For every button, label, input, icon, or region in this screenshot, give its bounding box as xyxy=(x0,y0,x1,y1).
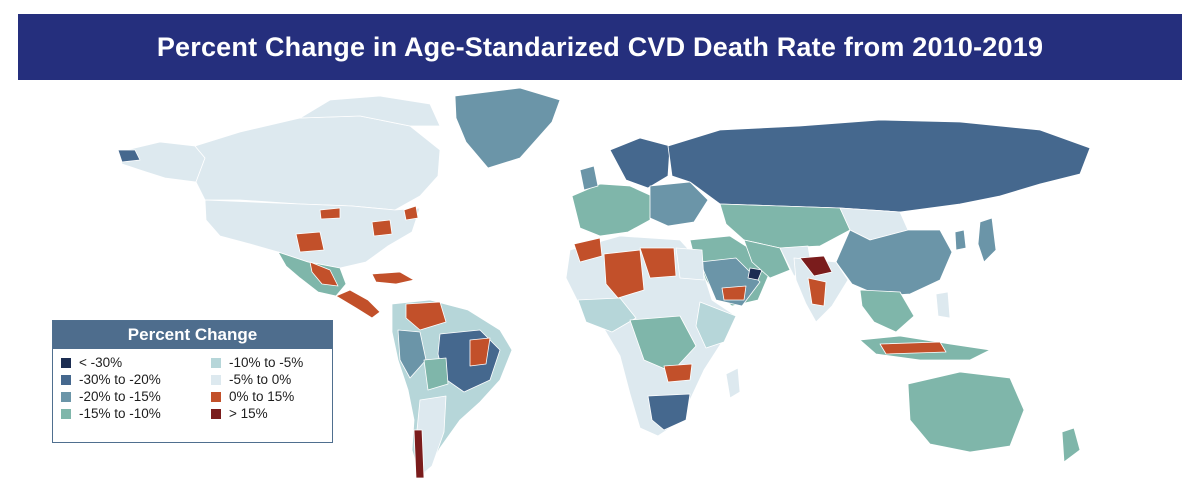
legend-item: -5% to 0% xyxy=(211,372,331,387)
legend-items: < -30% -10% to -5% -30% to -20% -5% to 0% -2… xyxy=(53,349,332,421)
region-iran xyxy=(743,239,791,279)
region-new-zealand xyxy=(1061,427,1081,463)
title-bar: Percent Change in Age-Standarized CVD De… xyxy=(18,14,1182,80)
region-us-east-red xyxy=(371,219,393,237)
legend-swatch xyxy=(211,374,221,385)
world-map xyxy=(117,87,1091,479)
region-india-north-dark xyxy=(799,255,833,277)
region-europe-west xyxy=(571,183,653,237)
region-brazil-ne xyxy=(469,337,491,367)
region-central-asia xyxy=(719,203,851,249)
region-east-africa xyxy=(695,301,737,349)
legend-item: < -30% xyxy=(61,355,211,370)
region-korea xyxy=(954,229,967,251)
region-scandinavia xyxy=(609,137,671,189)
legend-label: -15% to -10% xyxy=(79,406,161,421)
region-us-west-red xyxy=(295,231,325,253)
legend-label: < -30% xyxy=(79,355,123,370)
legend-label: -20% to -15% xyxy=(79,389,161,404)
region-central-america xyxy=(335,289,381,319)
region-south-america xyxy=(391,299,513,479)
region-zambia xyxy=(663,363,693,383)
legend-swatch xyxy=(61,408,71,419)
legend-swatch xyxy=(211,357,221,368)
legend-item: -10% to -5% xyxy=(211,355,331,370)
legend-item: -30% to -20% xyxy=(61,372,211,387)
legend-label: -5% to 0% xyxy=(229,372,292,387)
legend-label: > 15% xyxy=(229,406,268,421)
legend-item: 0% to 15% xyxy=(211,389,331,404)
region-west-africa xyxy=(577,297,637,333)
region-uk xyxy=(579,165,599,191)
legend-item: -20% to -15% xyxy=(61,389,211,404)
region-us-northeast-red xyxy=(403,205,419,221)
region-caribbean xyxy=(371,271,415,285)
region-yemen xyxy=(721,285,747,301)
legend-swatch xyxy=(211,391,221,402)
region-uae xyxy=(747,267,763,281)
region-aleutians xyxy=(117,149,141,163)
legend-item: -15% to -10% xyxy=(61,406,211,421)
legend-label: 0% to 15% xyxy=(229,389,295,404)
region-egypt xyxy=(675,247,705,281)
region-morocco xyxy=(573,237,603,263)
region-australia xyxy=(907,371,1025,453)
region-bolivia xyxy=(423,357,449,391)
region-china xyxy=(835,229,953,297)
legend-swatch xyxy=(61,391,71,402)
region-us-north-red xyxy=(319,207,341,220)
region-colombia-venezuela xyxy=(405,301,447,331)
region-chile-south xyxy=(413,429,425,479)
region-central-africa xyxy=(629,315,697,373)
legend-title: Percent Change xyxy=(53,321,332,349)
legend-swatch xyxy=(61,374,71,385)
region-greenland xyxy=(454,87,561,169)
legend-item: > 15% xyxy=(211,406,331,421)
region-mexico-red xyxy=(309,261,339,287)
region-arctic-islands xyxy=(299,95,441,127)
region-canada xyxy=(194,115,441,211)
region-russia xyxy=(667,119,1091,213)
map-title: Percent Change in Age-Standarized CVD De… xyxy=(156,31,1044,62)
legend-label: -30% to -20% xyxy=(79,372,161,387)
region-algeria xyxy=(603,249,645,299)
region-philippines xyxy=(935,291,951,319)
region-peru xyxy=(397,329,427,379)
region-south-africa xyxy=(647,393,691,431)
legend-label: -10% to -5% xyxy=(229,355,304,370)
region-libya xyxy=(639,247,677,279)
legend-swatch xyxy=(61,357,71,368)
region-indonesia-red xyxy=(879,341,947,355)
region-japan xyxy=(977,217,997,263)
region-alaska xyxy=(117,141,206,183)
region-se-asia xyxy=(859,289,915,333)
legend: Percent Change < -30% -10% to -5% -30% to … xyxy=(52,320,333,443)
legend-swatch xyxy=(211,408,221,419)
region-madagascar xyxy=(725,367,741,399)
region-india-red xyxy=(807,277,827,307)
